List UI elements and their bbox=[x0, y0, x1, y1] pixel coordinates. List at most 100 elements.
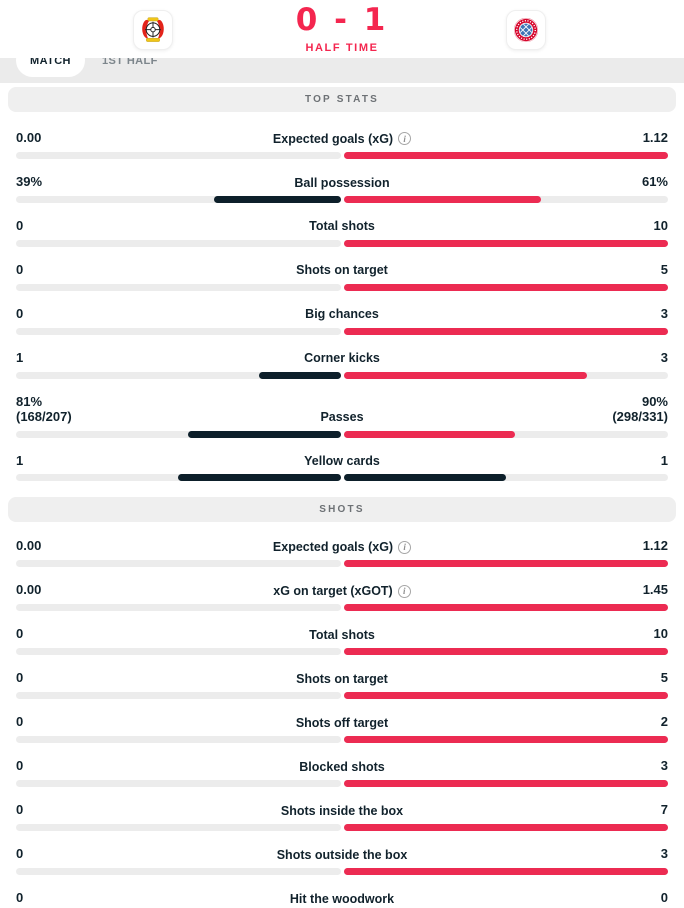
away-bar-fill bbox=[343, 371, 587, 379]
home-value: 0 bbox=[16, 305, 24, 321]
stat-label: xG on target (xGOT) i bbox=[273, 584, 411, 598]
stat-row-shots-inside-the-box: 0 Shots inside the box 7 bbox=[16, 802, 668, 831]
away-value: 1.45 bbox=[642, 582, 668, 598]
stat-row-total-shots: 0 Total shots 10 bbox=[16, 626, 668, 656]
away-value: 5 bbox=[660, 670, 668, 686]
home-value: 1 bbox=[16, 349, 24, 365]
tab-match[interactable]: MATCH bbox=[16, 58, 85, 77]
score-header: 0 - 1 HALF TIME bbox=[0, 0, 684, 58]
away-bar-track bbox=[343, 239, 668, 247]
stat-label: Shots on target bbox=[296, 263, 388, 278]
away-value: 5 bbox=[660, 261, 668, 277]
away-value: 1.12 bbox=[642, 538, 668, 554]
away-value: 2 bbox=[660, 714, 668, 730]
away-value: 61% bbox=[641, 173, 668, 189]
stat-bar bbox=[16, 604, 668, 612]
home-bar-fill bbox=[178, 474, 341, 482]
away-bar-fill bbox=[343, 560, 668, 568]
stat-row-passes: 81% (168/207) Passes 90% (298/331) bbox=[16, 393, 668, 438]
away-value: 1.12 bbox=[642, 130, 668, 145]
away-value: 0 bbox=[660, 889, 668, 905]
home-value-detail: (168/207) bbox=[16, 408, 72, 424]
section-header-shots: SHOTS bbox=[8, 497, 676, 523]
bayern-munich-crest-icon bbox=[514, 18, 538, 42]
home-bar-track bbox=[16, 692, 341, 700]
stat-row-shots-off-target: 0 Shots off target 2 bbox=[16, 714, 668, 744]
info-icon[interactable]: i bbox=[398, 540, 412, 554]
away-value: 3 bbox=[660, 349, 668, 365]
stat-row-ball-possession: 39% Ball possession 61% bbox=[16, 173, 668, 203]
stat-bar bbox=[16, 560, 668, 568]
home-value: 81% (168/207) bbox=[16, 393, 72, 424]
home-team-logo[interactable] bbox=[133, 10, 173, 50]
stat-row-expected-goals-xg: 0.00 Expected goals (xG) i 1.12 bbox=[16, 130, 668, 159]
stat-label: Big chances bbox=[305, 307, 379, 322]
stat-row-shots-on-target: 0 Shots on target 5 bbox=[16, 261, 668, 291]
info-icon[interactable]: i bbox=[397, 584, 411, 598]
home-value: 0 bbox=[16, 261, 24, 277]
home-value: 0 bbox=[16, 846, 24, 861]
tab-1st-half-label: 1ST HALF bbox=[102, 58, 158, 67]
home-bar-track bbox=[16, 239, 341, 247]
away-bar-track bbox=[343, 604, 668, 612]
home-bar-track bbox=[16, 824, 341, 831]
away-bar-fill bbox=[343, 239, 668, 247]
stat-label: Shots inside the box bbox=[280, 803, 404, 818]
stat-bar bbox=[16, 692, 668, 700]
away-bar-fill bbox=[343, 195, 542, 203]
stat-label: Hit the woodwork bbox=[289, 891, 395, 906]
info-icon[interactable]: i bbox=[398, 132, 412, 146]
home-bar-track bbox=[16, 195, 341, 203]
stat-label: Passes bbox=[320, 410, 364, 425]
bayer-leverkusen-crest-icon bbox=[142, 17, 164, 42]
away-value: 3 bbox=[660, 305, 668, 321]
away-bar-fill bbox=[343, 283, 668, 291]
stat-label: Corner kicks bbox=[304, 351, 380, 366]
away-value: 10 bbox=[653, 626, 668, 642]
away-bar-track bbox=[343, 474, 668, 482]
stat-bar bbox=[16, 371, 668, 379]
home-bar-track bbox=[16, 604, 341, 612]
away-bar-track bbox=[343, 327, 668, 335]
home-bar-track bbox=[16, 736, 341, 744]
home-value: 0 bbox=[16, 626, 24, 642]
away-bar-track bbox=[343, 780, 668, 788]
away-bar-track bbox=[343, 195, 668, 203]
home-bar-track bbox=[16, 474, 341, 482]
away-bar-track bbox=[343, 151, 668, 159]
stat-row-corner-kicks: 1 Corner kicks 3 bbox=[16, 349, 668, 379]
home-value: 0 bbox=[16, 217, 24, 233]
away-value: 3 bbox=[660, 758, 668, 774]
away-bar-fill bbox=[343, 474, 506, 482]
tab-1st-half[interactable]: 1ST HALF bbox=[102, 58, 158, 77]
stat-row-blocked-shots: 0 Blocked shots 3 bbox=[16, 758, 668, 788]
away-bar-track bbox=[343, 736, 668, 744]
home-bar-track bbox=[16, 560, 341, 568]
stat-bar bbox=[16, 151, 668, 159]
stat-bar bbox=[16, 327, 668, 335]
stat-label: Total shots bbox=[309, 627, 375, 642]
stat-bar bbox=[16, 283, 668, 291]
stat-row-xg-on-target-xgot: 0.00 xG on target (xGOT) i 1.45 bbox=[16, 582, 668, 612]
home-bar-track bbox=[16, 867, 341, 875]
away-bar-track bbox=[343, 430, 668, 438]
home-value: 0 bbox=[16, 802, 24, 818]
away-value: 90% (298/331) bbox=[612, 393, 668, 424]
stat-row-expected-goals-xg: 0.00 Expected goals (xG) i 1.12 bbox=[16, 538, 668, 568]
tab-match-label: MATCH bbox=[30, 58, 71, 67]
stat-row-big-chances: 0 Big chances 3 bbox=[16, 305, 668, 335]
stat-label: Blocked shots bbox=[299, 759, 385, 774]
stat-label: Shots outside the box bbox=[276, 847, 408, 862]
stat-bar bbox=[16, 430, 668, 438]
home-bar-track bbox=[16, 283, 341, 291]
away-value: 3 bbox=[660, 846, 668, 861]
home-bar-track bbox=[16, 371, 341, 379]
stats-main: TOP STATS 0.00 Expected goals (xG) i 1.12 39%… bbox=[0, 87, 684, 908]
home-value: 0 bbox=[16, 758, 24, 774]
home-value: 39% bbox=[16, 173, 43, 189]
section-rows-top-stats: 0.00 Expected goals (xG) i 1.12 39% Ball poss… bbox=[0, 112, 684, 482]
away-bar-track bbox=[343, 692, 668, 700]
away-bar-track bbox=[343, 824, 668, 831]
away-team-logo[interactable] bbox=[506, 10, 546, 50]
